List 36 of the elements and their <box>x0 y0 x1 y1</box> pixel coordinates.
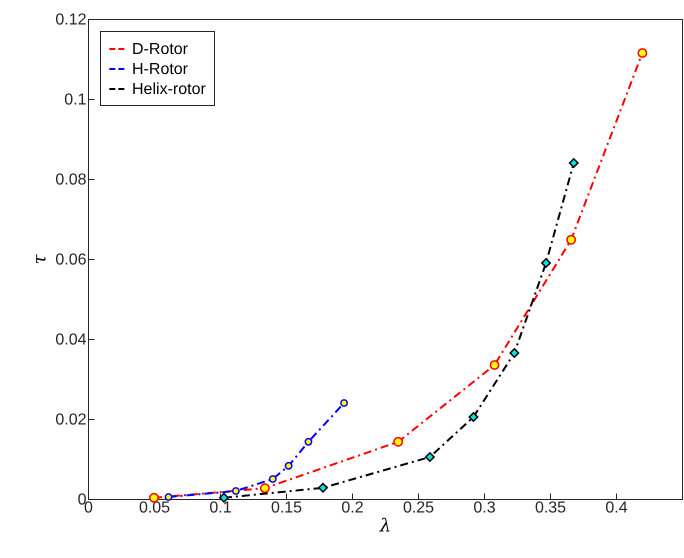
point <box>318 482 328 493</box>
x-tick-label: 0.4 <box>605 500 628 516</box>
x-tick-label: 0.05 <box>138 500 170 516</box>
point <box>424 452 435 462</box>
y-tick-label: 0.06 <box>55 252 87 268</box>
x-tick-label: 0.2 <box>341 500 364 516</box>
y-tick-label: 0.08 <box>55 172 87 188</box>
point <box>284 462 293 470</box>
point <box>340 399 348 407</box>
point <box>268 475 277 483</box>
legend-label: H-Rotor <box>132 61 189 78</box>
point <box>541 258 551 268</box>
point <box>260 483 270 494</box>
x-tick-label: 0.3 <box>473 500 496 516</box>
y-tick-label: 0.04 <box>55 332 87 348</box>
x-tick-label: 0.15 <box>270 500 302 516</box>
point <box>509 348 520 358</box>
point <box>164 493 172 501</box>
legend-label: Helix-rotor <box>132 81 206 98</box>
point <box>490 360 500 370</box>
point <box>393 436 404 447</box>
legend-label: D-Rotor <box>132 41 189 58</box>
x-tick-label: 0.35 <box>534 500 566 516</box>
point <box>566 234 576 245</box>
point <box>568 158 579 168</box>
x-axis-title: λ <box>378 516 392 536</box>
x-tick-label: 0.1 <box>209 500 232 516</box>
point <box>304 438 312 446</box>
y-axis-title: τ <box>29 253 50 264</box>
y-tick-label: 0.02 <box>55 412 87 428</box>
y-tick-label: 0.1 <box>64 92 87 108</box>
point <box>468 412 478 422</box>
y-tick-label: 0.12 <box>55 12 87 28</box>
point <box>637 48 648 58</box>
x-tick-label: 0.25 <box>402 500 434 516</box>
point <box>232 487 240 495</box>
